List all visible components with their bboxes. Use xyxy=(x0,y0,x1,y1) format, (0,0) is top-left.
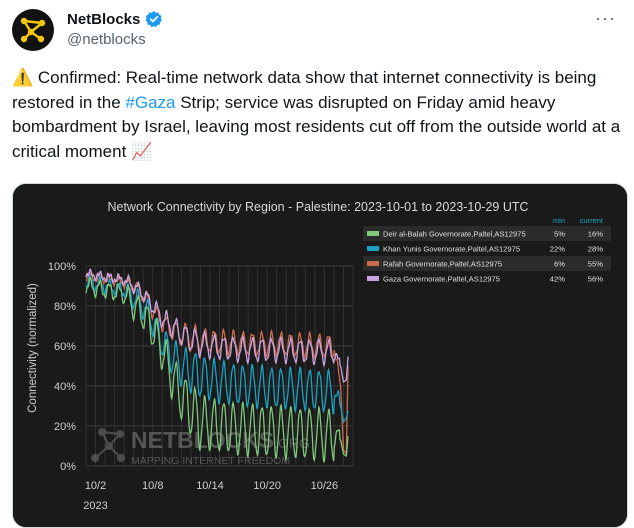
watermark-suffix: .ORG xyxy=(274,435,310,451)
legend-series-name: Khan Yunis Governorate,Paltel,AS12975 xyxy=(383,245,520,254)
x-tick-label: 10/14 xyxy=(196,480,224,492)
legend-header-min: min xyxy=(553,216,565,225)
netblocks-logo-icon xyxy=(20,17,46,43)
y-tick-label: 20% xyxy=(54,421,76,433)
verified-badge-icon xyxy=(145,11,163,28)
legend-series-min: 6% xyxy=(554,260,565,269)
x-tick-label: 10/2 xyxy=(85,480,106,492)
watermark-brand: NETBLOCKS xyxy=(131,427,274,453)
avatar[interactable] xyxy=(12,9,54,51)
watermark-tagline: MAPPING INTERNET FREEDOM xyxy=(131,455,290,467)
x-tick-label: 10/20 xyxy=(253,480,281,492)
legend-row-bg xyxy=(363,226,611,241)
legend-swatch xyxy=(367,276,379,281)
tweet-text-part-1: Confirmed: Real-time network data show t… xyxy=(12,68,597,112)
tweet-text: ⚠️ Confirmed: Real-time network data sho… xyxy=(12,66,628,164)
legend-series-current: 16% xyxy=(588,230,603,239)
legend-series-current: 28% xyxy=(588,245,603,254)
legend-row-bg xyxy=(363,256,611,271)
legend-series-name: Deir al-Balah Governorate,Paltel,AS12975 xyxy=(383,230,526,239)
legend-series-min: 42% xyxy=(550,275,565,284)
legend-series-name: Gaza Governorate,Paltel,AS12975 xyxy=(383,275,500,284)
series-line-gaza xyxy=(85,268,349,384)
tweet-media[interactable]: Network Connectivity by Region - Palesti… xyxy=(12,183,628,528)
y-tick-label: 100% xyxy=(48,261,76,273)
warning-icon: ⚠️ xyxy=(12,68,34,87)
legend-swatch xyxy=(367,261,379,266)
series-line-deir xyxy=(85,276,349,463)
legend-swatch xyxy=(367,231,379,236)
hashtag-link[interactable]: #Gaza xyxy=(125,92,176,112)
y-tick-label: 60% xyxy=(54,341,76,353)
y-tick-label: 0% xyxy=(60,461,76,473)
account-name-row: NetBlocks xyxy=(67,10,163,28)
tweet-text-part-2: Strip; service was disrupted on Friday a… xyxy=(12,92,621,161)
connectivity-chart: Network Connectivity by Region - Palesti… xyxy=(13,184,627,527)
legend-series-min: 22% xyxy=(550,245,565,254)
more-options-icon[interactable]: ··· xyxy=(595,8,616,28)
legend-series-min: 5% xyxy=(554,230,565,239)
legend-swatch xyxy=(367,246,379,251)
chart-increasing-icon: 📈 xyxy=(131,141,153,161)
legend-series-current: 56% xyxy=(588,275,603,284)
account-name[interactable]: NetBlocks xyxy=(67,10,141,28)
chart-ticks: 0% 20% 40% 60% 80% 100% 10/2 10/8 10/14 10/20 10/2… xyxy=(48,261,338,512)
x-year-label: 2023 xyxy=(83,500,107,512)
chart-legend: min current Deir al-Balah Governorate,Palt… xyxy=(363,216,611,284)
legend-series-current: 55% xyxy=(588,260,603,269)
y-axis-label: Connectivity (normalized) xyxy=(27,283,39,413)
legend-header-current: current xyxy=(580,216,604,225)
x-tick-label: 10/8 xyxy=(142,480,163,492)
chart-title: Network Connectivity by Region - Palesti… xyxy=(107,200,528,214)
x-tick-label: 10/26 xyxy=(311,480,339,492)
chart-series-lines xyxy=(85,268,349,463)
watermark-logo-icon xyxy=(91,428,125,462)
chart-grid xyxy=(85,265,354,467)
y-tick-label: 80% xyxy=(54,301,76,313)
account-handle[interactable]: @netblocks xyxy=(67,31,146,48)
y-tick-label: 40% xyxy=(54,381,76,393)
legend-series-name: Rafah Governorate,Paltel,AS12975 xyxy=(383,260,502,269)
